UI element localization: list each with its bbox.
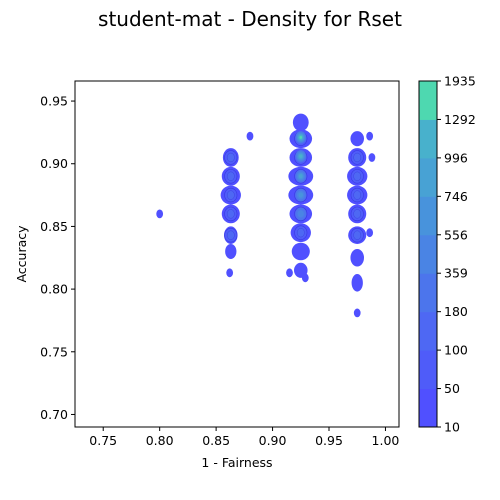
x-tick-label: 0.75 xyxy=(89,433,117,448)
colorbar-segment xyxy=(419,157,437,197)
density-region xyxy=(350,131,365,147)
density-region xyxy=(291,242,310,261)
colorbar-frame xyxy=(418,80,438,428)
density-hotspot xyxy=(297,210,305,218)
plot-background xyxy=(75,81,399,427)
x-tick-label: 0.85 xyxy=(202,433,230,448)
colorbar-label: 1935 xyxy=(444,74,476,89)
colorbar-segment xyxy=(419,234,437,274)
density-contour xyxy=(226,230,235,240)
colorbar-segment xyxy=(419,388,437,428)
density-cluster xyxy=(220,148,241,260)
density-region xyxy=(353,308,361,318)
y-tick-label: 0.95 xyxy=(40,94,68,109)
density-contour xyxy=(353,171,362,181)
plot-area: 0.75 0.80 0.85 0.90 0.95 1.00 0.70 0.75 0.80 0.8… xyxy=(40,80,400,448)
density-contour xyxy=(353,230,362,240)
density-hotspot xyxy=(299,154,303,158)
x-axis-label: 1 - Fairness xyxy=(201,455,272,470)
colorbar-label: 1292 xyxy=(444,112,476,127)
colorbar-segment xyxy=(419,311,437,351)
density-hotspot xyxy=(298,174,303,179)
density-region xyxy=(366,131,374,141)
density-contour xyxy=(296,228,305,238)
colorbar-segment xyxy=(419,196,437,236)
y-tick-label: 0.90 xyxy=(40,156,68,171)
y-axis-ticks: 0.70 0.75 0.80 0.85 0.90 0.95 xyxy=(40,94,75,422)
y-tick-label: 0.80 xyxy=(40,282,68,297)
density-layer xyxy=(156,113,376,318)
y-tick-label: 0.85 xyxy=(40,219,68,234)
colorbar-segment xyxy=(419,350,437,390)
density-region xyxy=(292,113,309,132)
density-region xyxy=(226,268,234,278)
colorbar-label: 556 xyxy=(444,227,468,242)
x-tick-label: 0.90 xyxy=(259,433,287,448)
chart-title: student-mat - Density for Rset xyxy=(98,7,402,31)
x-tick-label: 0.80 xyxy=(146,433,174,448)
density-contour xyxy=(226,209,235,219)
density-region xyxy=(301,273,309,283)
colorbar-label: 746 xyxy=(444,189,468,204)
density-contour xyxy=(353,190,362,200)
density-region xyxy=(351,274,363,292)
colorbar-label: 180 xyxy=(444,304,468,319)
x-axis-ticks: 0.75 0.80 0.85 0.90 0.95 1.00 xyxy=(89,427,399,448)
colorbar: 10 50 100 180 359 556 746 996 1292 1935 xyxy=(418,74,476,435)
density-contour xyxy=(226,152,235,163)
colorbar-label: 100 xyxy=(444,343,468,358)
density-hotspot xyxy=(298,192,304,198)
colorbar-label: 359 xyxy=(444,266,468,281)
density-cluster xyxy=(347,131,368,292)
density-hotspot xyxy=(299,135,303,139)
density-contour xyxy=(353,152,362,163)
y-tick-label: 0.75 xyxy=(40,344,68,359)
plot-frame xyxy=(74,80,400,428)
y-axis-label: Accuracy xyxy=(14,225,29,283)
density-region xyxy=(368,153,376,162)
density-region xyxy=(366,228,374,238)
x-tick-label: 0.95 xyxy=(315,433,343,448)
y-tick-label: 0.70 xyxy=(40,407,68,422)
density-contour xyxy=(226,171,235,181)
colorbar-segment xyxy=(419,81,437,120)
colorbar-label: 10 xyxy=(444,420,460,435)
colorbar-label: 996 xyxy=(444,150,468,165)
density-region xyxy=(286,268,293,278)
density-contour xyxy=(226,190,235,200)
x-tick-label: 1.00 xyxy=(372,433,400,448)
density-region xyxy=(225,243,237,260)
density-contour xyxy=(353,209,362,219)
colorbar-segment xyxy=(419,273,437,313)
density-region xyxy=(156,209,164,219)
colorbar-label: 50 xyxy=(444,381,460,396)
colorbar-segment xyxy=(419,119,437,159)
density-region xyxy=(350,248,365,267)
density-region xyxy=(246,131,254,141)
